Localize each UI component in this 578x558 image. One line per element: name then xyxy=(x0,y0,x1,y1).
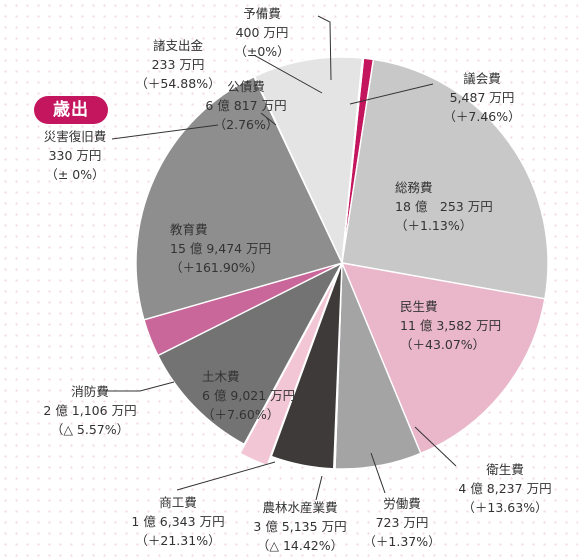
slice-name: 教育費 xyxy=(170,222,208,237)
slice-change: （△ 5.57%） xyxy=(51,422,129,437)
slice-amount: 400 万円 xyxy=(236,25,289,40)
slice-label: 総務費 18 億 253 万円 （＋1.13%） xyxy=(395,180,493,233)
pie-slice xyxy=(270,262,343,470)
slice-amount: 723 万円 xyxy=(376,515,429,530)
slice-change: （2.76%） xyxy=(214,117,279,132)
slice-label: 衛生費 4 億 8,237 万円 （＋13.63%） xyxy=(458,462,551,515)
leader-lines xyxy=(98,15,457,501)
leader-line xyxy=(317,15,332,81)
leader-line xyxy=(176,461,276,491)
slice-amount: 5,487 万円 xyxy=(450,90,515,105)
leader-line xyxy=(111,124,219,140)
slice-change: （＋1.13%） xyxy=(395,218,472,233)
pie-slice xyxy=(135,75,343,321)
slice-change: （＋161.90%） xyxy=(170,260,263,275)
pie-slice xyxy=(157,261,344,446)
slice-name: 諸支出金 xyxy=(153,38,204,53)
leader-line xyxy=(315,475,323,501)
slice-amount: 6 億 817 万円 xyxy=(205,98,286,113)
slice-label: 議会費 5,487 万円 （＋7.46%） xyxy=(443,71,520,124)
slice-label: 労働費 723 万円 （＋1.37%） xyxy=(363,496,440,549)
slice-labels: 議会費 5,487 万円 （＋7.46%） 総務費 18 億 253 万円 （＋1.13%… xyxy=(43,6,551,553)
leader-line xyxy=(370,452,386,494)
slice-amount: 2 億 1,106 万円 xyxy=(43,403,136,418)
slice-change: （＋1.37%） xyxy=(363,534,440,549)
slice-name: 予備費 xyxy=(243,6,281,21)
slice-label: 民生費 11 億 3,582 万円 （＋43.07%） xyxy=(400,299,501,352)
slice-change: （＋21.31%） xyxy=(135,533,220,548)
slice-name: 公債費 xyxy=(227,79,265,94)
slice-name: 民生費 xyxy=(400,299,438,314)
slice-change: （＋7.46%） xyxy=(443,109,520,124)
slice-amount: 11 億 3,582 万円 xyxy=(400,318,501,333)
slice-change: （± 0%） xyxy=(45,167,104,182)
slice-label: 予備費 400 万円 （±0%） xyxy=(234,6,289,59)
leader-line xyxy=(414,426,457,467)
pie-slice xyxy=(239,271,339,467)
leader-line xyxy=(349,83,434,105)
slice-change: （±0%） xyxy=(234,44,289,59)
slice-name: 衛生費 xyxy=(486,462,524,477)
slice-name: 土木費 xyxy=(202,369,240,384)
slice-name: 労働費 xyxy=(383,496,421,511)
slice-change: （＋13.63%） xyxy=(462,500,547,515)
slice-amount: 15 億 9,474 万円 xyxy=(170,241,271,256)
pie-slice xyxy=(341,58,549,300)
leader-line xyxy=(253,54,323,94)
slice-change: （＋43.07%） xyxy=(400,337,485,352)
slice-label: 教育費 15 億 9,474 万円 （＋161.90%） xyxy=(170,222,271,275)
slice-label: 土木費 6 億 9,021 万円 （＋7.60%） xyxy=(202,369,295,422)
slice-name: 農林水産業費 xyxy=(262,500,337,515)
section-badge: 歳出 xyxy=(34,96,108,124)
leader-line xyxy=(98,381,175,392)
pie-slices xyxy=(135,56,549,470)
slice-label: 災害復旧費 330 万円 （± 0%） xyxy=(44,129,107,182)
slice-name: 消防費 xyxy=(71,384,109,399)
leader-line xyxy=(260,112,277,126)
slice-name: 災害復旧費 xyxy=(44,129,107,144)
pie-slice xyxy=(253,56,364,266)
slice-amount: 330 万円 xyxy=(49,148,102,163)
slice-label: 諸支出金 233 万円 （＋54.88%） xyxy=(135,38,220,91)
slice-name: 商工費 xyxy=(159,495,197,510)
slice-label: 商工費 1 億 6,343 万円 （＋21.31%） xyxy=(131,495,224,548)
slice-name: 議会費 xyxy=(463,71,501,86)
pie-slice xyxy=(340,262,546,455)
slice-amount: 18 億 253 万円 xyxy=(395,199,493,214)
slice-change: （△ 14.42%） xyxy=(257,538,343,553)
slice-label: 消防費 2 億 1,106 万円 （△ 5.57%） xyxy=(43,384,136,437)
slice-name: 総務費 xyxy=(395,180,433,195)
slice-amount: 1 億 6,343 万円 xyxy=(131,514,224,529)
slice-change: （＋54.88%） xyxy=(135,76,220,91)
slice-label: 公債費 6 億 817 万円 （2.76%） xyxy=(205,79,286,132)
pie-slice xyxy=(341,57,365,264)
slice-amount: 4 億 8,237 万円 xyxy=(458,481,551,496)
slice-label: 農林水産業費 3 億 5,135 万円 （△ 14.42%） xyxy=(253,500,346,553)
slice-change: （＋7.60%） xyxy=(202,407,279,422)
slice-amount: 3 億 5,135 万円 xyxy=(253,519,346,534)
slice-amount: 233 万円 xyxy=(152,57,205,72)
slice-amount: 6 億 9,021 万円 xyxy=(202,388,295,403)
